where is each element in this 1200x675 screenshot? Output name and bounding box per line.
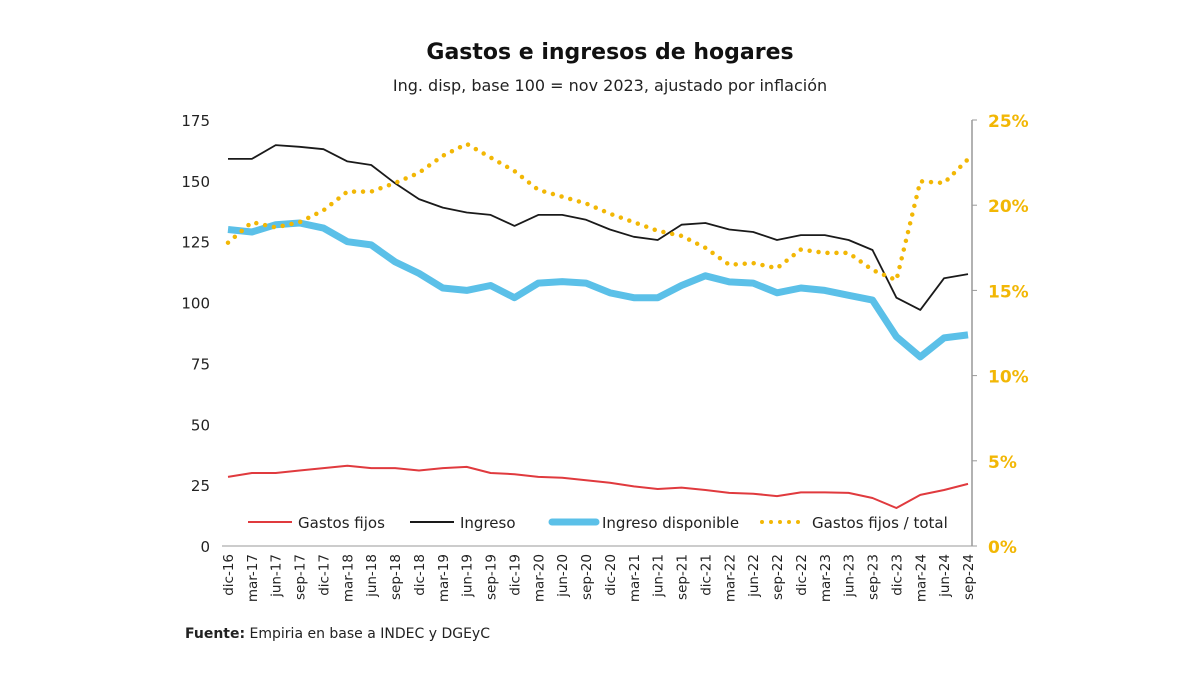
x-tick-label: mar-21 bbox=[627, 554, 643, 602]
legend-label: Ingreso bbox=[460, 514, 516, 532]
x-tick-label: jun-24 bbox=[937, 554, 953, 598]
x-tick-label: dic-17 bbox=[316, 554, 332, 596]
series-line-ingreso bbox=[228, 144, 969, 311]
source-label: Fuente: bbox=[185, 626, 246, 642]
series-line-gastos-fijos bbox=[227, 464, 969, 509]
legend-label: Gastos fijos bbox=[298, 514, 385, 532]
x-tick-label: jun-20 bbox=[555, 554, 571, 598]
left-tick-label: 75 bbox=[191, 355, 210, 373]
x-tick-label: sep-22 bbox=[770, 554, 786, 600]
x-tick-label: dic-22 bbox=[794, 554, 810, 596]
left-tick-label: 150 bbox=[181, 173, 210, 191]
right-tick-label: 15% bbox=[988, 282, 1029, 302]
x-tick-label: sep-17 bbox=[293, 554, 309, 600]
series-line-gastos-fijos-total bbox=[225, 141, 971, 283]
right-tick-label: 0% bbox=[988, 538, 1017, 558]
x-tick-label: dic-20 bbox=[603, 554, 619, 596]
x-tick-label: jun-23 bbox=[842, 554, 858, 598]
x-tick-label: mar-23 bbox=[818, 554, 834, 602]
x-tick-label: dic-21 bbox=[698, 554, 714, 596]
chart-title: Gastos e ingresos de hogares bbox=[426, 40, 794, 65]
x-tick-label: jun-21 bbox=[651, 554, 667, 598]
x-tick-label: mar-24 bbox=[913, 554, 929, 602]
right-tick-label: 25% bbox=[988, 112, 1029, 132]
left-tick-label: 100 bbox=[181, 295, 210, 313]
x-tick-label: jun-19 bbox=[460, 554, 476, 598]
x-tick-label: mar-20 bbox=[531, 554, 547, 602]
right-tick-label: 20% bbox=[988, 197, 1029, 217]
x-tick-label: mar-22 bbox=[722, 554, 738, 602]
x-tick-label: dic-18 bbox=[412, 554, 428, 596]
x-tick-label: jun-17 bbox=[269, 554, 285, 598]
right-tick-label: 10% bbox=[988, 368, 1029, 388]
x-tick-label: sep-19 bbox=[484, 554, 500, 600]
x-tick-label: dic-16 bbox=[221, 554, 237, 596]
left-tick-label: 50 bbox=[191, 416, 210, 434]
left-tick-label: 25 bbox=[191, 477, 210, 495]
x-tick-label: sep-21 bbox=[675, 554, 691, 600]
x-tick-label: sep-23 bbox=[866, 554, 882, 600]
source-text: Empiria en base a INDEC y DGEyC bbox=[245, 626, 490, 642]
chart-subtitle: Ing. disp, base 100 = nov 2023, ajustado… bbox=[392, 76, 828, 95]
left-tick-label: 175 bbox=[181, 112, 210, 130]
series-line-ingreso-disponible bbox=[227, 219, 969, 361]
x-tick-label: mar-18 bbox=[340, 554, 356, 602]
left-tick-label: 125 bbox=[181, 234, 210, 252]
x-tick-label: jun-22 bbox=[746, 554, 762, 598]
source-note: Fuente: Empiria en base a INDEC y DGEyC bbox=[185, 626, 490, 642]
x-tick-label: mar-17 bbox=[245, 554, 261, 602]
x-tick-label: sep-18 bbox=[388, 554, 404, 600]
x-tick-label: mar-19 bbox=[436, 554, 452, 602]
x-tick-label: sep-20 bbox=[579, 554, 595, 600]
x-tick-label: jun-18 bbox=[364, 554, 380, 598]
x-tick-label: sep-24 bbox=[961, 554, 977, 600]
x-tick-label: dic-23 bbox=[889, 554, 905, 596]
x-tick-label: dic-19 bbox=[507, 554, 523, 596]
legend-label: Gastos fijos / total bbox=[812, 514, 948, 532]
legend-label: Ingreso disponible bbox=[602, 514, 739, 532]
right-tick-label: 5% bbox=[988, 453, 1017, 473]
left-tick-label: 0 bbox=[200, 538, 210, 556]
